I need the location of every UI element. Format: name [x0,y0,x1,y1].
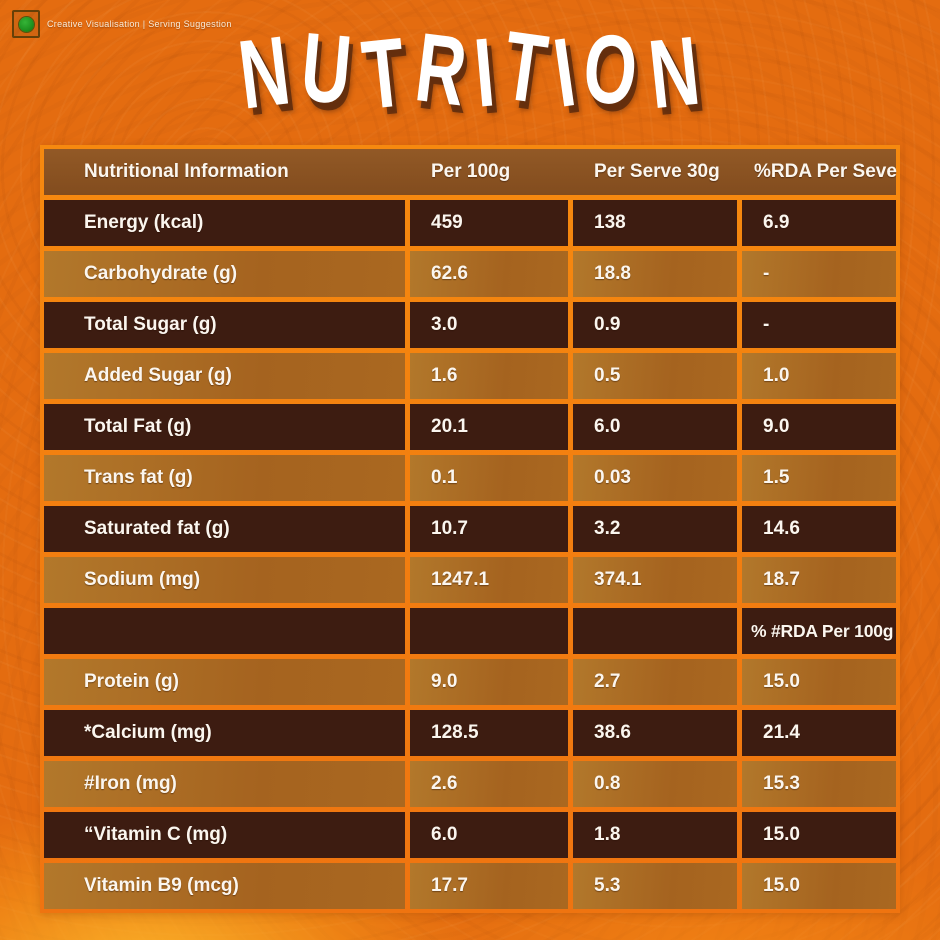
value-rda-per-serve: 21.4 [742,710,896,756]
value-per-serve-30g: 0.5 [573,353,737,399]
value-per-100g: 2.6 [410,761,568,807]
value-per-serve-30g: 0.8 [573,761,737,807]
value-per-100g: 17.7 [410,863,568,909]
column-header-per-serve-30g: Per Serve 30g [594,161,720,182]
value-rda-per-serve: 9.0 [742,404,896,450]
value-rda-per-serve: 14.6 [742,506,896,552]
row-label: Protein (g) [44,659,405,705]
value-per-100g: 6.0 [410,812,568,858]
value-rda-per-serve: - [742,251,896,297]
value-rda-per-serve: 18.7 [742,557,896,603]
value-per-serve-30g: 0.9 [573,302,737,348]
row-label: Energy (kcal) [44,200,405,246]
value-per-100g: 3.0 [410,302,568,348]
value-per-100g: 1.6 [410,353,568,399]
nutrition-table: Nutritional Information Per 100g Per Ser… [40,145,900,913]
value-per-100g: 9.0 [410,659,568,705]
row-label: Carbohydrate (g) [44,251,405,297]
row-label: Total Sugar (g) [44,302,405,348]
value-rda-per-serve: % #RDA Per 100g [742,608,896,654]
value-per-100g [410,608,568,654]
table-row: Carbohydrate (g) 62.6 18.8- [44,251,896,297]
table-row: Total Fat (g) 20.1 6.0 9.0 [44,404,896,450]
row-label: Trans fat (g) [44,455,405,501]
value-per-serve-30g [573,608,737,654]
value-per-serve-30g: 1.8 [573,812,737,858]
page-title: NUTRITION [0,11,940,130]
value-per-100g: 62.6 [410,251,568,297]
value-rda-per-serve: 15.0 [742,812,896,858]
value-per-100g: 128.5 [410,710,568,756]
value-rda-per-serve: 1.0 [742,353,896,399]
row-label: #Iron (mg) [44,761,405,807]
table-row: Sodium (mg) 1247.1 374.1 18.7 [44,557,896,603]
value-rda-per-serve: 15.0 [742,863,896,909]
value-per-serve-30g: 38.6 [573,710,737,756]
top-left-badge: Creative Visualisation | Serving Suggest… [12,10,232,38]
column-header-nutritional-information: Nutritional Information [84,161,289,182]
table-row: Added Sugar (g) 1.6 0.5 1.0 [44,353,896,399]
title-letter: O [579,12,643,126]
table-header-row: Nutritional Information Per 100g Per Ser… [44,149,897,195]
column-header-rda-per-serve: %RDA Per Seve [754,161,897,182]
table-body: Energy (kcal) 459 138 6.9 Carbohydrate (g) 62… [44,200,896,909]
table-row: #Iron (mg) 2.6 0.8 15.3 [44,761,896,807]
value-per-serve-30g: 374.1 [573,557,737,603]
table-row: % #RDA Per 100g [44,608,896,654]
value-rda-per-serve: 15.3 [742,761,896,807]
table-row: Saturated fat (g) 10.7 3.2 14.6 [44,506,896,552]
table-row: Trans fat (g) 0.1 0.03 1.5 [44,455,896,501]
row-label: Total Fat (g) [44,404,405,450]
value-per-serve-30g: 0.03 [573,455,737,501]
value-rda-per-serve: - [742,302,896,348]
value-per-serve-30g: 2.7 [573,659,737,705]
table-row: *Calcium (mg) 128.5 38.6 21.4 [44,710,896,756]
table-row: “Vitamin C (mg) 6.0 1.8 15.0 [44,812,896,858]
table-row: Vitamin B9 (mcg) 17.7 5.3 15.0 [44,863,896,909]
value-per-100g: 0.1 [410,455,568,501]
row-label: “Vitamin C (mg) [44,812,405,858]
row-label: Vitamin B9 (mcg) [44,863,405,909]
title-letter: N [233,15,298,130]
value-per-100g: 10.7 [410,506,568,552]
column-header-per-100g: Per 100g [431,161,511,182]
row-label: Sodium (mg) [44,557,405,603]
value-per-serve-30g: 18.8 [573,251,737,297]
row-label: Saturated fat (g) [44,506,405,552]
value-rda-per-serve: 1.5 [742,455,896,501]
table-row: Protein (g) 9.0 2.7 15.0 [44,659,896,705]
veg-symbol-icon [12,10,40,38]
value-per-serve-30g: 5.3 [573,863,737,909]
disclaimer-text: Creative Visualisation | Serving Suggest… [47,19,232,29]
veg-green-dot-icon [18,16,34,32]
value-per-serve-30g: 138 [573,200,737,246]
row-label [44,608,405,654]
value-per-serve-30g: 3.2 [573,506,737,552]
value-rda-per-serve: 15.0 [742,659,896,705]
value-per-100g: 20.1 [410,404,568,450]
row-label: *Calcium (mg) [44,710,405,756]
title-letter: R [409,12,474,127]
title-letter: U [297,12,358,125]
value-per-100g: 459 [410,200,568,246]
title-letter: N [644,15,706,130]
row-label: Added Sugar (g) [44,353,405,399]
title-letter: T [357,17,412,130]
value-per-serve-30g: 6.0 [573,404,737,450]
table-row: Total Sugar (g) 3.0 0.9- [44,302,896,348]
value-rda-per-serve: 6.9 [742,200,896,246]
value-per-100g: 1247.1 [410,557,568,603]
table-row: Energy (kcal) 459 138 6.9 [44,200,896,246]
